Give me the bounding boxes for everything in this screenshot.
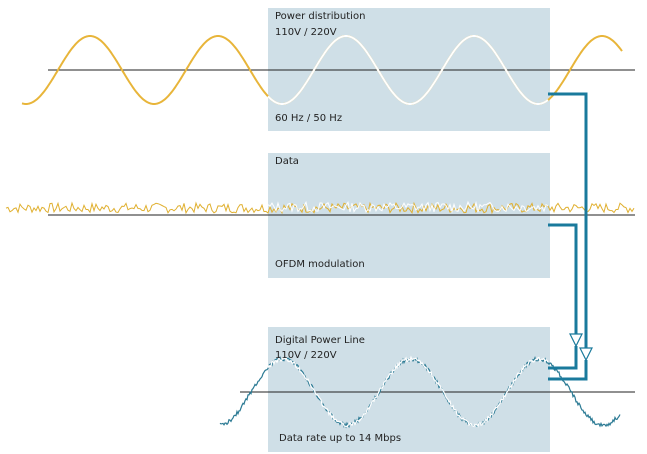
power-panel-frequency: 60 Hz / 50 Hz bbox=[275, 113, 343, 124]
power-sine-wave-highlight bbox=[267, 35, 549, 105]
digital-power-line-panel bbox=[268, 327, 550, 452]
data-noise-wave bbox=[5, 201, 635, 215]
data-noise-wave-highlight bbox=[267, 200, 549, 214]
dpl-panel-title: Digital Power Line bbox=[275, 335, 365, 346]
power-panel-voltage: 110V / 220V bbox=[275, 27, 337, 38]
data-connector-arrowhead bbox=[569, 333, 583, 348]
power-panel-title: Power distribution bbox=[275, 11, 366, 22]
power-connector-into-dpl bbox=[548, 360, 588, 381]
dpl-panel-data-rate: Data rate up to 14 Mbps bbox=[279, 433, 402, 444]
data-connector-into-dpl bbox=[548, 346, 578, 370]
data-panel-modulation: OFDM modulation bbox=[275, 259, 365, 270]
power-to-dpl-connector bbox=[548, 92, 588, 348]
data-to-dpl-connector bbox=[548, 223, 578, 334]
dpl-panel-voltage: 110V / 220V bbox=[275, 350, 337, 361]
power-connector-arrowhead bbox=[579, 347, 593, 362]
digital-power-line-wave-highlight bbox=[267, 355, 549, 428]
data-panel-title: Data bbox=[275, 156, 299, 167]
